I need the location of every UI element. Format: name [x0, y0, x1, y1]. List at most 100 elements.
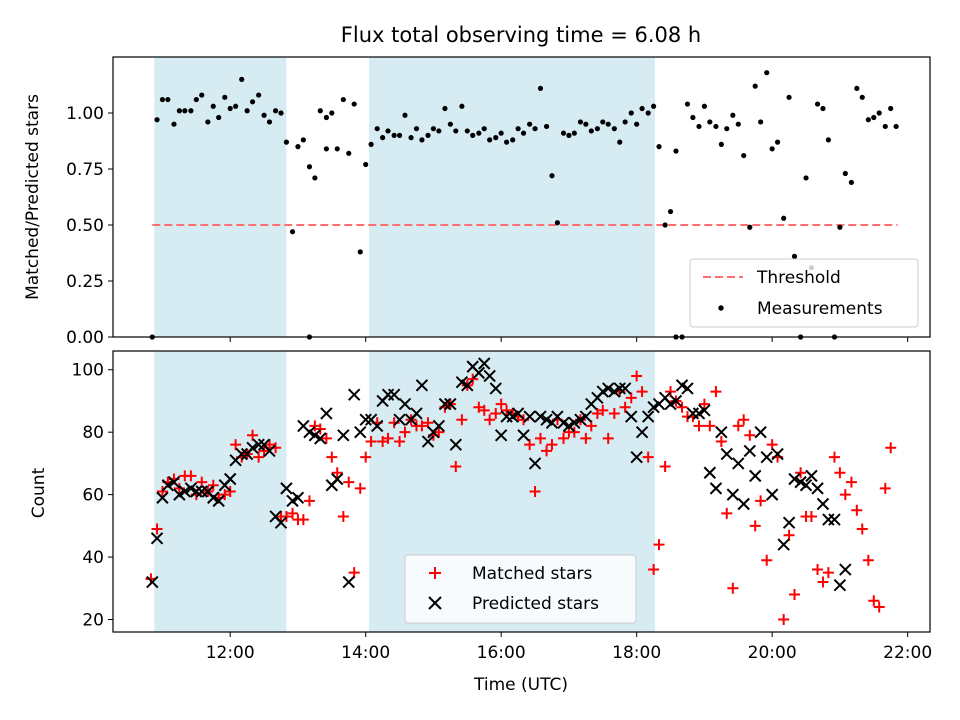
measurement-point	[464, 128, 470, 134]
top-y-tick-label: 0.25	[66, 272, 104, 292]
measurement-point	[205, 119, 211, 125]
predicted-star-point	[726, 488, 740, 501]
measurement-point	[656, 144, 662, 150]
matched-star-point	[727, 582, 739, 594]
measurement-point	[193, 96, 199, 103]
matched-star-point	[280, 510, 292, 522]
measurement-point	[577, 119, 584, 125]
matched-star-point	[207, 479, 219, 491]
measurement-point	[617, 139, 623, 145]
predicted-star-point	[749, 469, 762, 483]
measurement-point	[391, 132, 397, 138]
matched-star-point	[151, 523, 163, 535]
bottom-y-tick-label: 40	[82, 548, 104, 568]
measurement-point	[848, 179, 855, 186]
measurement-point	[515, 126, 521, 132]
matched-star-point	[224, 486, 236, 497]
matched-star-point	[749, 520, 761, 532]
predicted-star-point	[602, 382, 615, 395]
measurement-point	[368, 141, 374, 147]
predicted-star-point	[765, 488, 779, 501]
matched-star-point	[738, 414, 750, 426]
bottom-predicted-points	[146, 358, 852, 592]
measurement-point	[340, 96, 346, 103]
measurement-point	[396, 132, 403, 138]
measurement-point	[707, 119, 713, 125]
top-y-tick-label: 0.50	[66, 216, 104, 236]
matched-star-point	[845, 476, 857, 488]
measurement-point	[278, 110, 284, 116]
measurement-point	[402, 112, 408, 118]
matched-star-point	[337, 510, 349, 522]
top-panel: 0.00 0.25 0.50 0.75 1.00 Matched/Predicted s…	[23, 56, 931, 348]
measurement-point	[210, 103, 216, 109]
predicted-star-point	[320, 407, 333, 420]
predicted-star-point	[146, 575, 159, 589]
predicted-star-point	[432, 419, 446, 433]
matched-star-point	[360, 451, 372, 463]
predicted-star-point	[150, 532, 164, 545]
predicted-star-point	[743, 444, 757, 458]
predicted-star-point	[246, 441, 259, 454]
measurement-point	[713, 123, 719, 130]
matched-star-point	[653, 539, 665, 551]
matched-star-point	[828, 451, 840, 463]
predicted-star-point	[698, 404, 711, 417]
predicted-star-point	[720, 447, 733, 461]
matched-star-point	[546, 439, 558, 451]
predicted-star-point	[235, 447, 248, 461]
matched-star-point	[343, 476, 355, 488]
matched-star-point	[399, 426, 411, 438]
measurement-point	[645, 110, 651, 116]
measurement-point	[487, 137, 493, 143]
legend-measurements-swatch	[718, 305, 724, 311]
measurement-point	[803, 175, 809, 181]
measurement-point	[690, 114, 696, 121]
predicted-star-point	[461, 379, 474, 392]
predicted-star-point	[799, 479, 813, 492]
matched-star-point	[783, 529, 795, 541]
top-y-axis-label: Matched/Predicted stars	[23, 94, 43, 300]
predicted-star-point	[494, 429, 508, 442]
measurement-point	[532, 126, 538, 132]
legend-threshold-label: Threshold	[756, 268, 841, 288]
measurement-point	[346, 150, 352, 156]
matched-star-point	[873, 601, 885, 613]
bottom-y-tick-label: 80	[82, 423, 104, 443]
matched-star-point	[484, 414, 496, 426]
matched-star-point	[534, 432, 546, 444]
measurement-point	[537, 85, 544, 91]
predicted-star-point	[190, 485, 203, 498]
matched-star-point	[467, 373, 479, 385]
matched-star-point	[822, 567, 834, 579]
predicted-star-point	[528, 457, 542, 470]
predicted-star-point	[178, 485, 192, 498]
predicted-star-point	[732, 457, 745, 470]
matched-star-point	[625, 392, 637, 404]
measurement-point	[814, 101, 821, 107]
measurement-point	[182, 108, 188, 114]
predicted-star-point	[534, 410, 547, 423]
matched-star-point	[778, 614, 790, 626]
matched-star-point	[354, 482, 366, 494]
measurement-point	[718, 141, 724, 147]
measurement-point	[408, 135, 414, 141]
measurement-point	[651, 103, 657, 109]
x-tick-label: 12:00	[206, 643, 255, 663]
legend-measurements-label: Measurements	[757, 299, 883, 319]
measurement-point	[249, 99, 256, 105]
matched-star-point	[817, 576, 829, 588]
top-y-tick-label: 0.00	[66, 328, 104, 348]
matched-star-point	[602, 432, 614, 444]
matched-star-point	[744, 429, 756, 441]
matched-star-point	[631, 370, 643, 382]
measurement-point	[470, 132, 476, 138]
predicted-star-point	[444, 397, 457, 411]
measurement-point	[256, 92, 262, 98]
measurement-point	[611, 126, 617, 132]
predicted-star-point	[156, 491, 169, 504]
matched-star-point	[659, 461, 671, 473]
matched-star-point	[230, 439, 242, 451]
matched-star-point	[812, 564, 824, 576]
matched-star-point	[456, 414, 468, 426]
